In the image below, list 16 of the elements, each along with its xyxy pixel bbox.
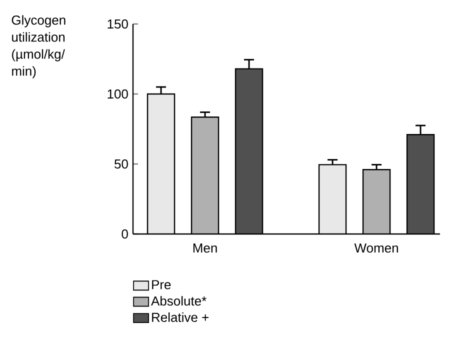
y-tick-label: 50 [114,159,128,169]
legend-label: Absolute* [151,296,206,306]
y-tick-label: 150 [108,19,128,29]
x-tick-label: Men [193,244,217,253]
bar [192,117,219,234]
bar [148,94,175,234]
y-axis-title: Glycogen utilization (µmol/kg/min) [12,15,66,78]
legend-label: Relative + [152,312,209,322]
y-tick-label: 100 [108,89,128,99]
x-tick-label: Women [354,244,398,253]
bar [236,68,263,234]
legend-label: Pre [152,280,171,290]
bar [362,169,391,234]
bar [318,164,347,234]
y-tick-label: 0 [122,229,128,239]
bar [406,134,435,234]
